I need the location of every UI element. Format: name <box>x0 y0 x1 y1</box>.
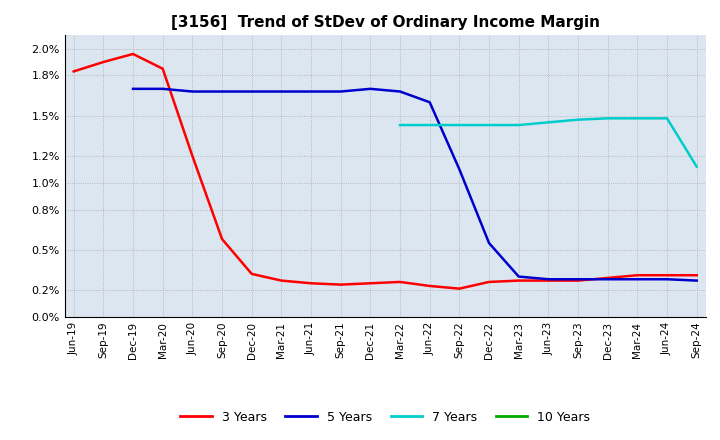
5 Years <box>662 277 671 282</box>
3 Years <box>99 59 108 65</box>
5 Years <box>633 277 642 282</box>
7 Years <box>693 164 701 169</box>
7 Years <box>544 120 553 125</box>
3 Years <box>396 279 405 285</box>
Legend: 3 Years, 5 Years, 7 Years, 10 Years: 3 Years, 5 Years, 7 Years, 10 Years <box>176 406 595 429</box>
5 Years <box>129 86 138 92</box>
5 Years <box>455 167 464 172</box>
5 Years <box>693 278 701 283</box>
3 Years <box>248 271 256 276</box>
5 Years <box>336 89 345 94</box>
7 Years <box>514 122 523 128</box>
5 Years <box>426 99 434 105</box>
3 Years <box>69 69 78 74</box>
5 Years <box>366 86 374 92</box>
5 Years <box>277 89 286 94</box>
3 Years <box>544 278 553 283</box>
3 Years <box>603 275 612 281</box>
5 Years <box>188 89 197 94</box>
3 Years <box>574 278 582 283</box>
3 Years <box>633 273 642 278</box>
3 Years <box>336 282 345 287</box>
7 Years <box>426 122 434 128</box>
3 Years <box>485 279 493 285</box>
7 Years <box>396 122 405 128</box>
5 Years <box>217 89 226 94</box>
3 Years <box>307 281 315 286</box>
7 Years <box>574 117 582 122</box>
3 Years <box>158 66 167 71</box>
3 Years <box>129 51 138 57</box>
3 Years <box>366 281 374 286</box>
3 Years <box>188 153 197 158</box>
Line: 5 Years: 5 Years <box>133 89 697 281</box>
3 Years <box>455 286 464 291</box>
5 Years <box>485 240 493 246</box>
Line: 7 Years: 7 Years <box>400 118 697 167</box>
7 Years <box>633 116 642 121</box>
7 Years <box>662 116 671 121</box>
5 Years <box>514 274 523 279</box>
7 Years <box>485 122 493 128</box>
Line: 3 Years: 3 Years <box>73 54 697 289</box>
5 Years <box>158 86 167 92</box>
3 Years <box>662 273 671 278</box>
7 Years <box>455 122 464 128</box>
5 Years <box>248 89 256 94</box>
5 Years <box>544 277 553 282</box>
3 Years <box>693 273 701 278</box>
5 Years <box>603 277 612 282</box>
3 Years <box>277 278 286 283</box>
Title: [3156]  Trend of StDev of Ordinary Income Margin: [3156] Trend of StDev of Ordinary Income… <box>171 15 600 30</box>
5 Years <box>307 89 315 94</box>
7 Years <box>603 116 612 121</box>
5 Years <box>574 277 582 282</box>
3 Years <box>426 283 434 289</box>
5 Years <box>396 89 405 94</box>
3 Years <box>217 236 226 242</box>
3 Years <box>514 278 523 283</box>
